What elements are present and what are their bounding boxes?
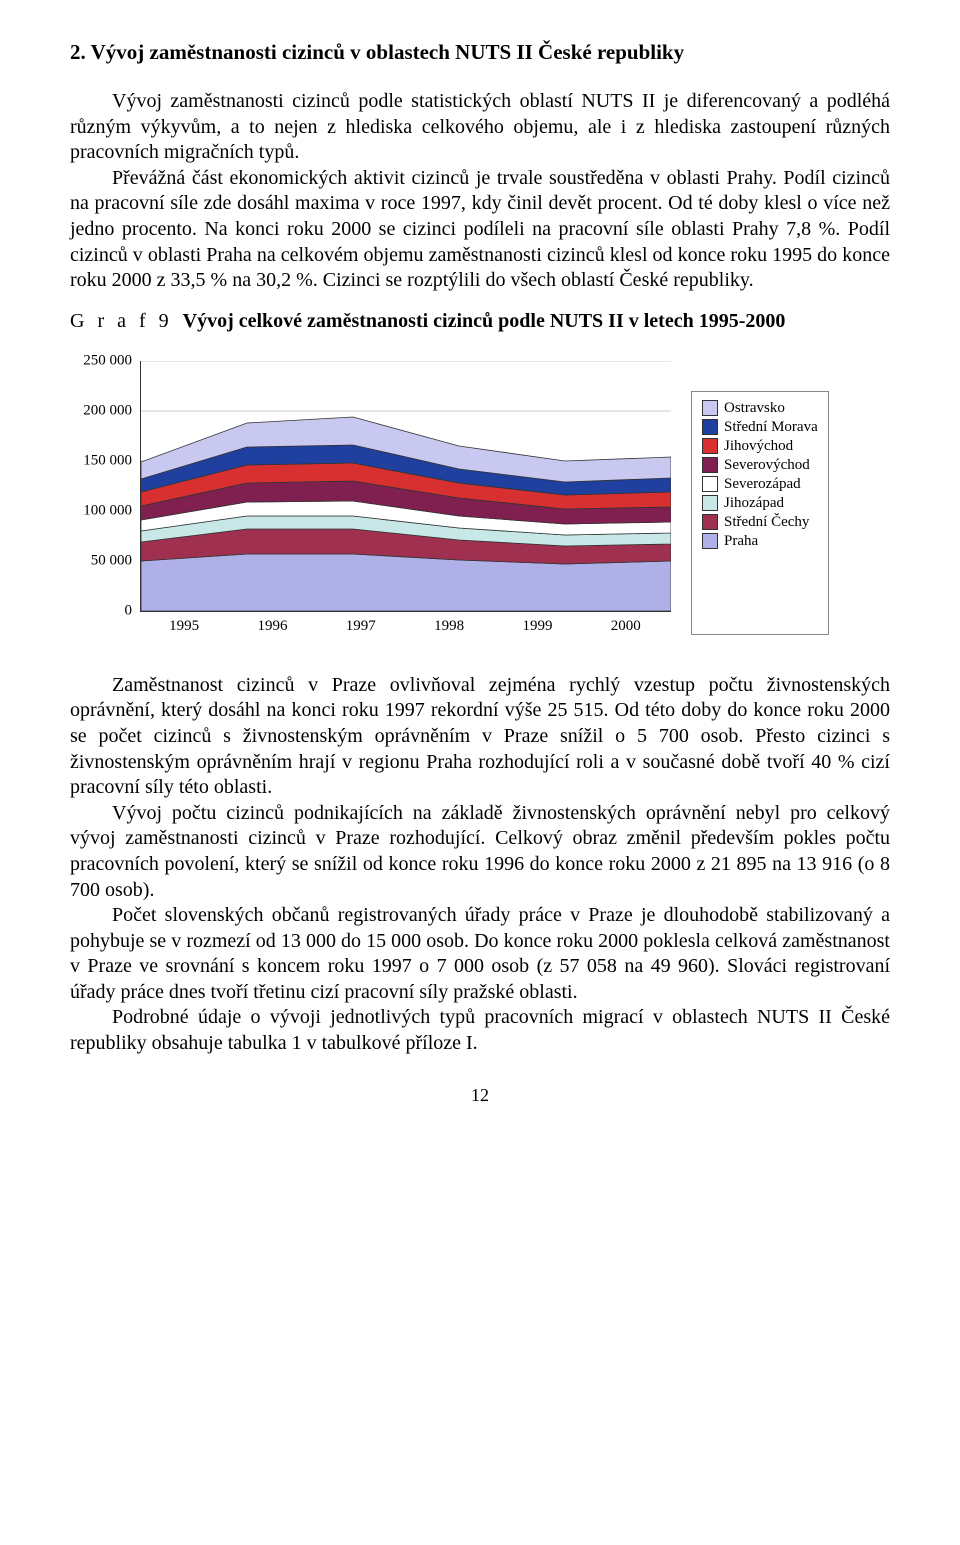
paragraph-2: Zaměstnanost cizinců v Praze ovlivňoval …	[70, 673, 890, 801]
legend-label: Střední Morava	[724, 419, 818, 436]
legend-swatch	[702, 514, 718, 530]
paragraph-2-text: Zaměstnanost cizinců v Praze ovlivňoval …	[70, 674, 890, 798]
x-tick-label: 2000	[582, 618, 670, 635]
x-tick-label: 1995	[140, 618, 228, 635]
chart-area: 050 000100 000150 000200 000250 000 1995…	[140, 361, 671, 635]
paragraph-1-text: Vývoj zaměstnanosti cizinců podle statis…	[70, 90, 890, 163]
legend-swatch	[702, 400, 718, 416]
legend-label: Praha	[724, 533, 758, 550]
stacked-area-svg	[141, 361, 671, 611]
legend-label: Severozápad	[724, 476, 801, 493]
x-tick-label: 1997	[317, 618, 405, 635]
y-tick-label: 200 000	[83, 402, 132, 419]
legend-label: Ostravsko	[724, 400, 785, 417]
y-tick-label: 100 000	[83, 502, 132, 519]
legend-item: Jihovýchod	[702, 438, 818, 455]
legend-label: Střední Čechy	[724, 514, 809, 531]
chart-caption: G r a f 9 Vývoj celkové zaměstnanosti ci…	[70, 310, 890, 333]
y-tick-label: 250 000	[83, 352, 132, 369]
legend-swatch	[702, 533, 718, 549]
y-tick-label: 0	[125, 602, 133, 619]
legend-swatch	[702, 438, 718, 454]
legend-item: Severovýchod	[702, 457, 818, 474]
page-number: 12	[70, 1085, 890, 1106]
page-container: 2. Vývoj zaměstnanosti cizinců v oblaste…	[0, 0, 960, 1136]
y-tick-label: 50 000	[91, 552, 132, 569]
paragraph-4: Počet slovenských občanů registrovaných …	[70, 903, 890, 1005]
legend: Ostravsko Střední Morava Jihovýchod Severov…	[691, 391, 829, 635]
section-heading: 2. Vývoj zaměstnanosti cizinců v oblaste…	[70, 40, 890, 65]
legend-item: Ostravsko	[702, 400, 818, 417]
legend-item: Praha	[702, 533, 818, 550]
x-tick-label: 1996	[228, 618, 316, 635]
chart-caption-prefix: G r a f 9	[70, 310, 173, 332]
plot-area	[140, 361, 671, 612]
legend-swatch	[702, 476, 718, 492]
legend-swatch	[702, 419, 718, 435]
x-axis: 199519961997199819992000	[140, 618, 670, 635]
chart-caption-title: Vývoj celkové zaměstnanosti cizinců podl…	[183, 310, 786, 332]
legend-label: Jihozápad	[724, 495, 784, 512]
legend-label: Severovýchod	[724, 457, 810, 474]
paragraph-4-text: Počet slovenských občanů registrovaných …	[70, 904, 890, 1003]
paragraph-3: Vývoj počtu cizinců podnikajících na zák…	[70, 801, 890, 903]
paragraph-1b-text: Převážná část ekonomických aktivit cizin…	[70, 167, 890, 291]
legend-swatch	[702, 457, 718, 473]
legend-item: Jihozápad	[702, 495, 818, 512]
paragraph-3-text: Vývoj počtu cizinců podnikajících na zák…	[70, 802, 890, 901]
legend-item: Severozápad	[702, 476, 818, 493]
legend-item: Střední Morava	[702, 419, 818, 436]
paragraph-1b: Převážná část ekonomických aktivit cizin…	[70, 166, 890, 294]
x-tick-label: 1998	[405, 618, 493, 635]
paragraph-5-text: Podrobné údaje o vývoji jednotlivých typ…	[70, 1006, 890, 1054]
paragraph-1: Vývoj zaměstnanosti cizinců podle statis…	[70, 89, 890, 166]
x-tick-label: 1999	[493, 618, 581, 635]
legend-label: Jihovýchod	[724, 438, 793, 455]
legend-item: Střední Čechy	[702, 514, 818, 531]
paragraph-5: Podrobné údaje o vývoji jednotlivých typ…	[70, 1005, 890, 1056]
y-axis: 050 000100 000150 000200 000250 000	[74, 361, 134, 611]
legend-swatch	[702, 495, 718, 511]
chart-container: 050 000100 000150 000200 000250 000 1995…	[70, 361, 890, 635]
y-tick-label: 150 000	[83, 452, 132, 469]
